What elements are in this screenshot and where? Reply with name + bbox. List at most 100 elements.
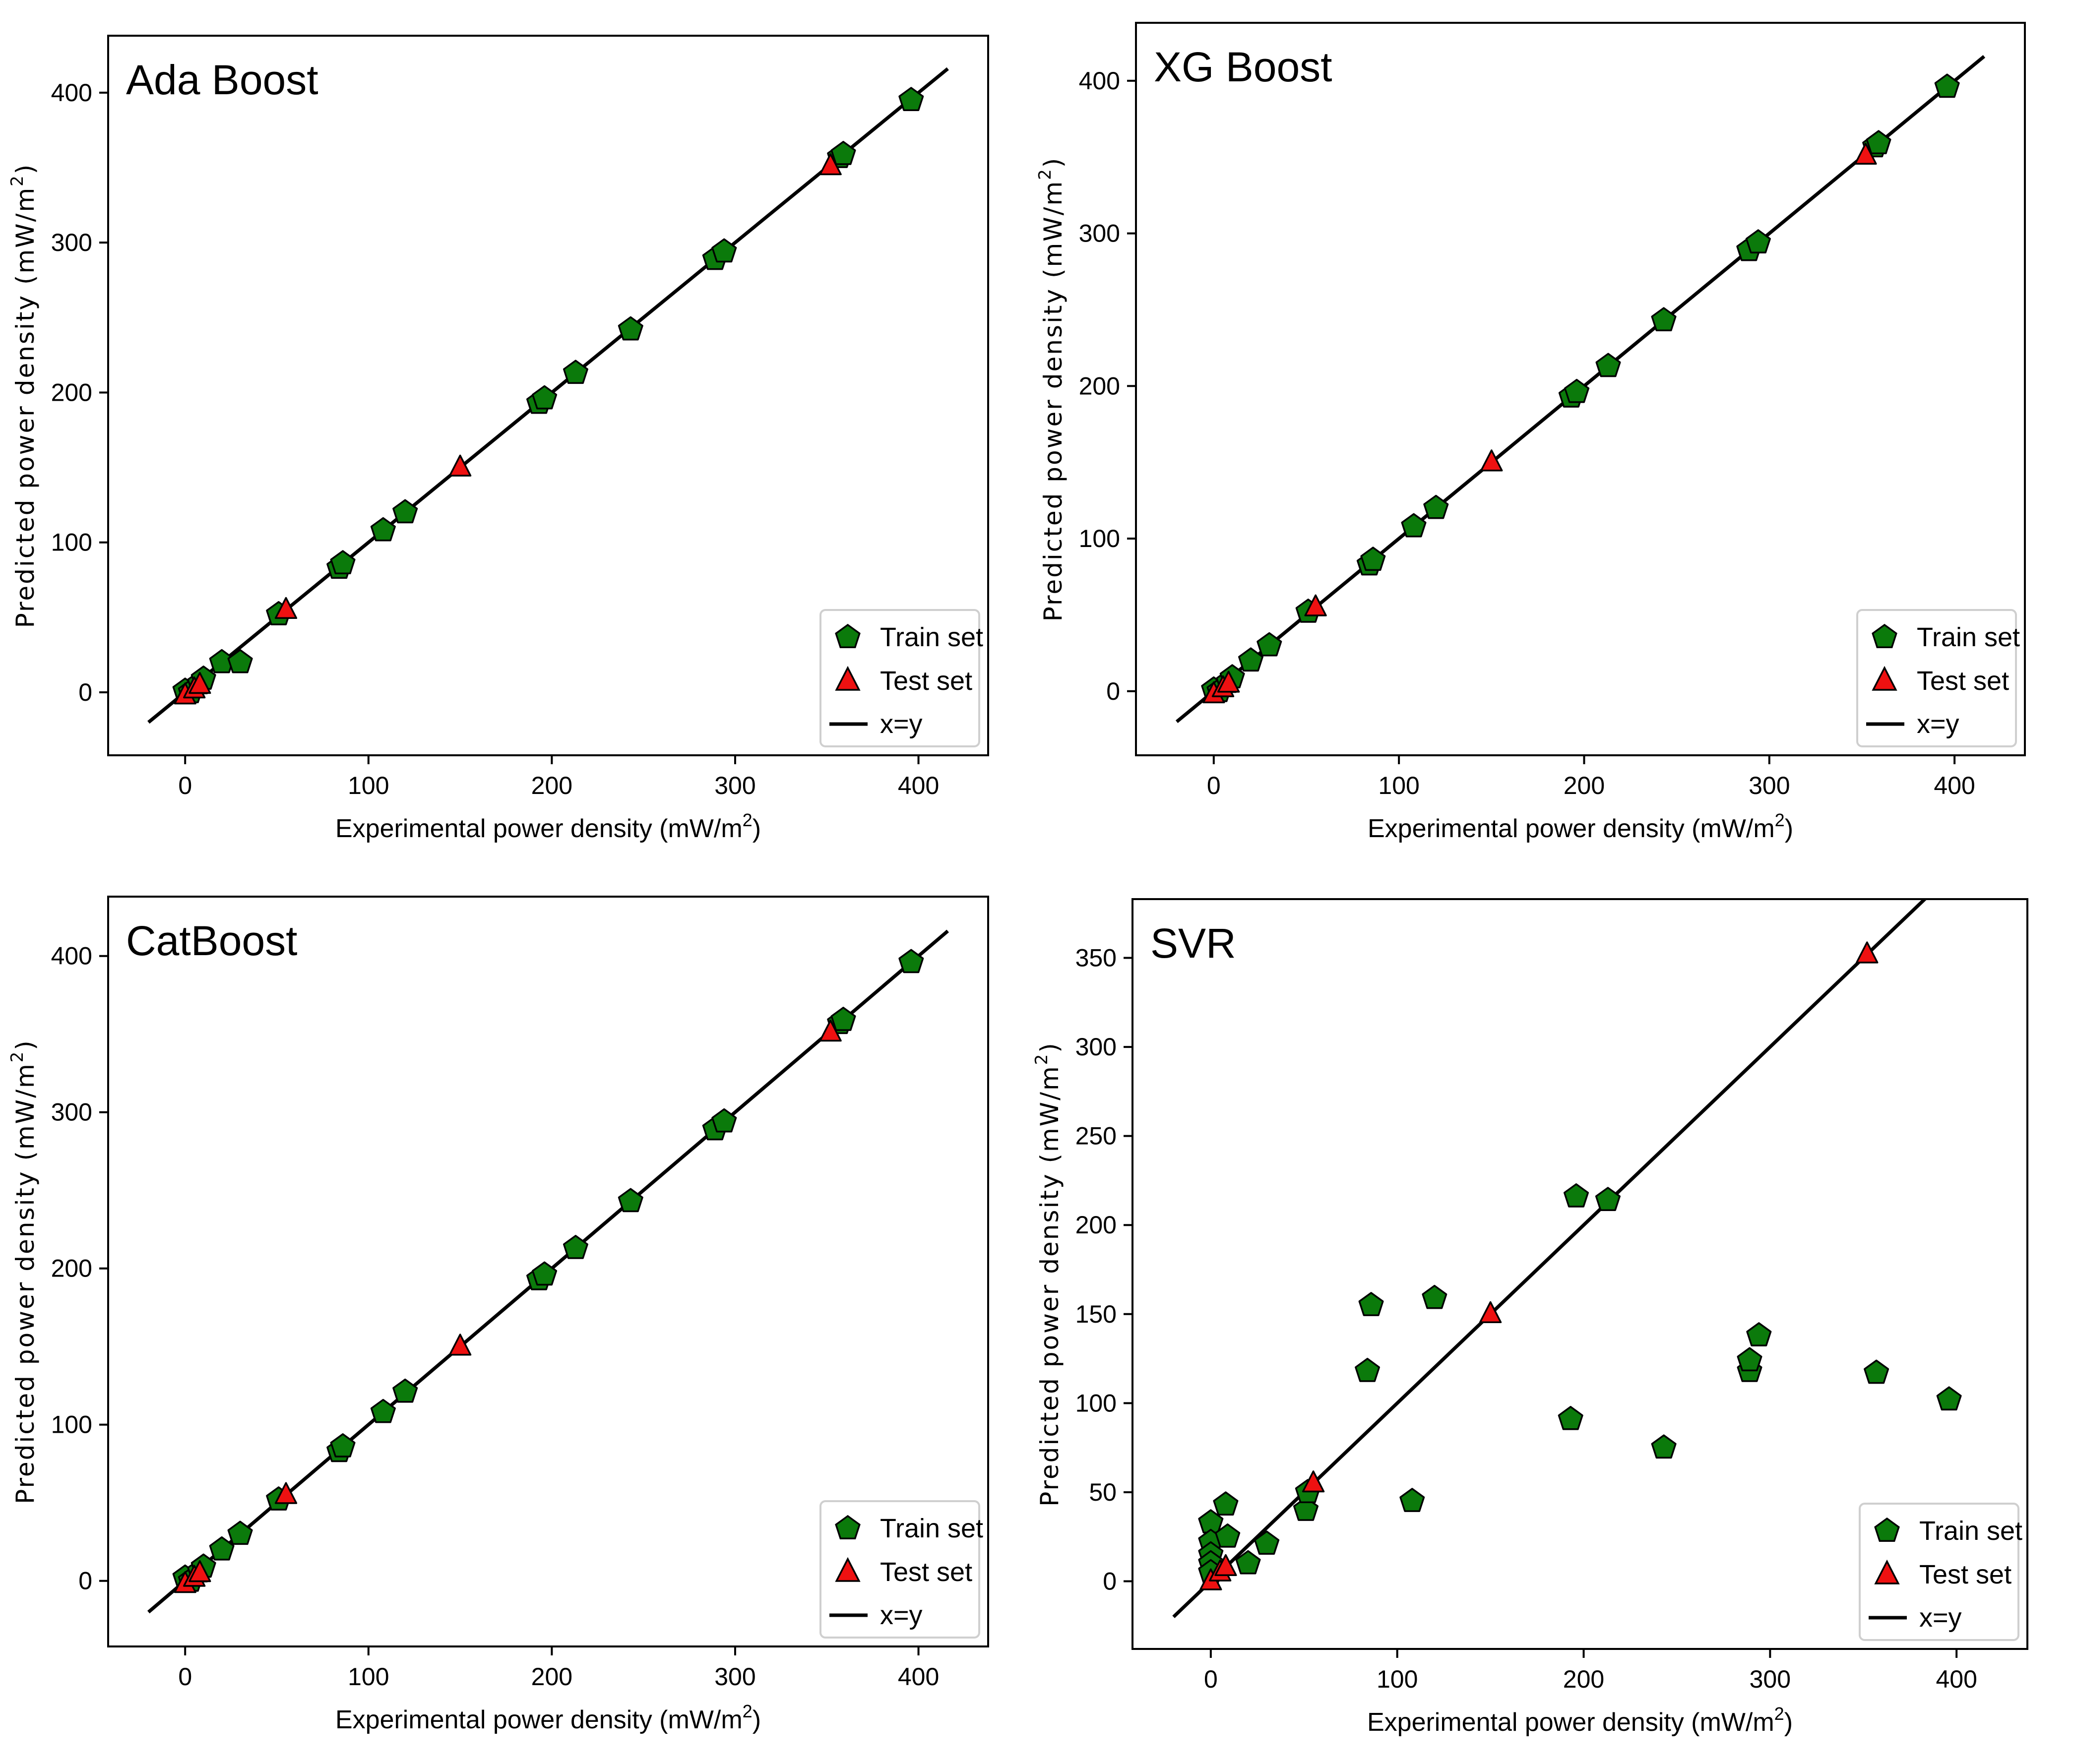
xgboost-train-point: [1401, 513, 1427, 538]
xgboost-train-point: [1238, 647, 1263, 672]
xgboost-train-point: [1866, 130, 1891, 155]
catboost-xtick-label: 200: [531, 1663, 572, 1691]
catboost-test-point: [189, 1560, 211, 1582]
catboost-xlabel-main: Experimental power density (mW/m: [335, 1705, 743, 1734]
catboost-train-point: [563, 1235, 588, 1259]
svr-xlabel-sup: 2: [1774, 1703, 1784, 1724]
ada-xtick-label: 200: [531, 772, 572, 799]
catboost-xlabel-sup: 2: [743, 1701, 753, 1721]
svr-xtick-label: 0: [1204, 1665, 1218, 1693]
catboost-plot-layer: [147, 929, 949, 1614]
svr-train-point: [1746, 1322, 1772, 1346]
xgboost-test-point: [1480, 449, 1503, 472]
svr-train-point: [1399, 1488, 1425, 1512]
svr-test-point: [1856, 941, 1879, 964]
xgboost-xlabel-end: ): [1785, 814, 1793, 843]
ada-train-point: [532, 385, 558, 410]
catboost-title: CatBoost: [126, 917, 298, 964]
ada-xtick-label: 400: [898, 772, 939, 799]
xgboost-train-point: [1595, 353, 1621, 377]
svr-train-point: [1235, 1550, 1261, 1575]
catboost-test-point: [448, 1334, 472, 1356]
svr-ylabel: Predicted power density (mW/m2): [1032, 1041, 1064, 1507]
ada-test-point: [189, 671, 211, 694]
ada-train-point: [618, 316, 643, 341]
catboost-test-point: [274, 1482, 298, 1504]
xgboost-ytick-label: 400: [1079, 67, 1120, 95]
ada-ylabel: Predicted power density (mW/m2): [7, 163, 40, 628]
catboost-ytick-label: 200: [51, 1255, 92, 1282]
catboost-ytick-label: 300: [51, 1098, 92, 1126]
ada-train-point: [563, 360, 588, 384]
ada-test-point: [819, 153, 842, 176]
xgboost-ylabel-sup: 2: [1035, 168, 1055, 180]
ada-legend-test-marker: [835, 666, 861, 691]
svr-xtick-label: 100: [1377, 1665, 1418, 1693]
xgboost-legend-line-label: x=y: [1917, 709, 1959, 739]
xgboost-xtick-label: 200: [1564, 772, 1605, 799]
svr-test-point: [1302, 1470, 1325, 1493]
ada-xlabel-end: ): [753, 814, 761, 843]
xgboost-train-point: [1257, 632, 1282, 657]
xgboost-ytick-label: 0: [1106, 677, 1120, 705]
ada-train-point: [330, 550, 356, 575]
catboost-xtick-label: 0: [178, 1663, 192, 1691]
catboost-train-point: [898, 949, 924, 973]
xgboost-chart: 0 100 200 300 400 0 100 200 300 400 XG Boost Experi…: [1035, 22, 2026, 843]
svr-title: SVR: [1150, 920, 1236, 967]
ada-xtick-label: 0: [178, 772, 192, 799]
ada-xlabel-sup: 2: [743, 810, 753, 830]
xgboost-test-point: [1854, 142, 1877, 165]
svr-train-point: [1737, 1347, 1762, 1372]
ada-xlabel: Experimental power density (mW/m2): [335, 810, 761, 843]
svr-legend: Train set Test set x=y: [1859, 1503, 2022, 1641]
catboost-train-point: [830, 1007, 856, 1031]
xgboost-train-point: [1564, 378, 1590, 403]
ada-train-point: [711, 238, 737, 263]
xgboost-legend-train-marker: [1872, 623, 1897, 648]
ada-title: Ada Boost: [126, 57, 318, 103]
svr-ytick-label: 300: [1075, 1033, 1117, 1061]
catboost-legend-train-label: Train set: [880, 1514, 983, 1543]
ada-xtick-label: 300: [714, 772, 755, 799]
ada-ytick-label: 100: [51, 529, 92, 556]
xgboost-xtick-label: 0: [1207, 772, 1221, 799]
svr-ytick-label: 350: [1075, 944, 1117, 972]
svr-xlabel: Experimental power density (mW/m2): [1367, 1703, 1793, 1737]
ada-legend-train-marker: [835, 623, 861, 648]
xgboost-ytick-label: 100: [1079, 525, 1120, 552]
catboost-ytick-label: 400: [51, 942, 92, 970]
svr-plot-layer: [1172, 899, 1962, 1618]
xgboost-legend-test-label: Test set: [1917, 666, 2009, 696]
svr-legend-line-label: x=y: [1919, 1603, 1962, 1633]
xgboost-xlabel: Experimental power density (mW/m2): [1368, 810, 1793, 843]
ada-xtick-label: 100: [348, 772, 389, 799]
catboost-legend-line-label: x=y: [880, 1600, 923, 1630]
svr-ytick-label: 150: [1075, 1300, 1117, 1328]
xgboost-xtick-label: 300: [1749, 772, 1790, 799]
ada-legend-test-label: Test set: [880, 666, 972, 696]
ada-ytick-label: 400: [51, 79, 92, 107]
svr-ytick-label: 250: [1075, 1122, 1117, 1150]
ada-ytick-label: 0: [78, 678, 92, 706]
catboost-xlabel-end: ): [753, 1705, 761, 1734]
xgboost-train-point: [1360, 547, 1386, 571]
ada-plot-layer: [147, 67, 949, 724]
svr-train-point: [1651, 1434, 1677, 1459]
xgboost-test-point: [1217, 670, 1240, 693]
catboost-ylabel: Predicted power density (mW/m2): [7, 1039, 40, 1504]
svr-xtick-label: 200: [1563, 1665, 1604, 1693]
svr-train-point: [1293, 1497, 1319, 1521]
catboost-train-point: [532, 1261, 558, 1286]
catboost-train-point: [618, 1188, 643, 1213]
xgboost-train-point: [1651, 307, 1677, 332]
xgboost-ylabel-end: ): [1039, 157, 1068, 168]
ada-ytick-label: 300: [51, 229, 92, 256]
xgboost-title: XG Boost: [1154, 44, 1332, 90]
catboost-train-point: [392, 1378, 418, 1403]
svr-frame: [1131, 898, 2028, 1650]
ada-legend-box: [819, 609, 980, 747]
svr-test-point: [1479, 1301, 1502, 1324]
catboost-ytick-label: 0: [78, 1567, 92, 1595]
